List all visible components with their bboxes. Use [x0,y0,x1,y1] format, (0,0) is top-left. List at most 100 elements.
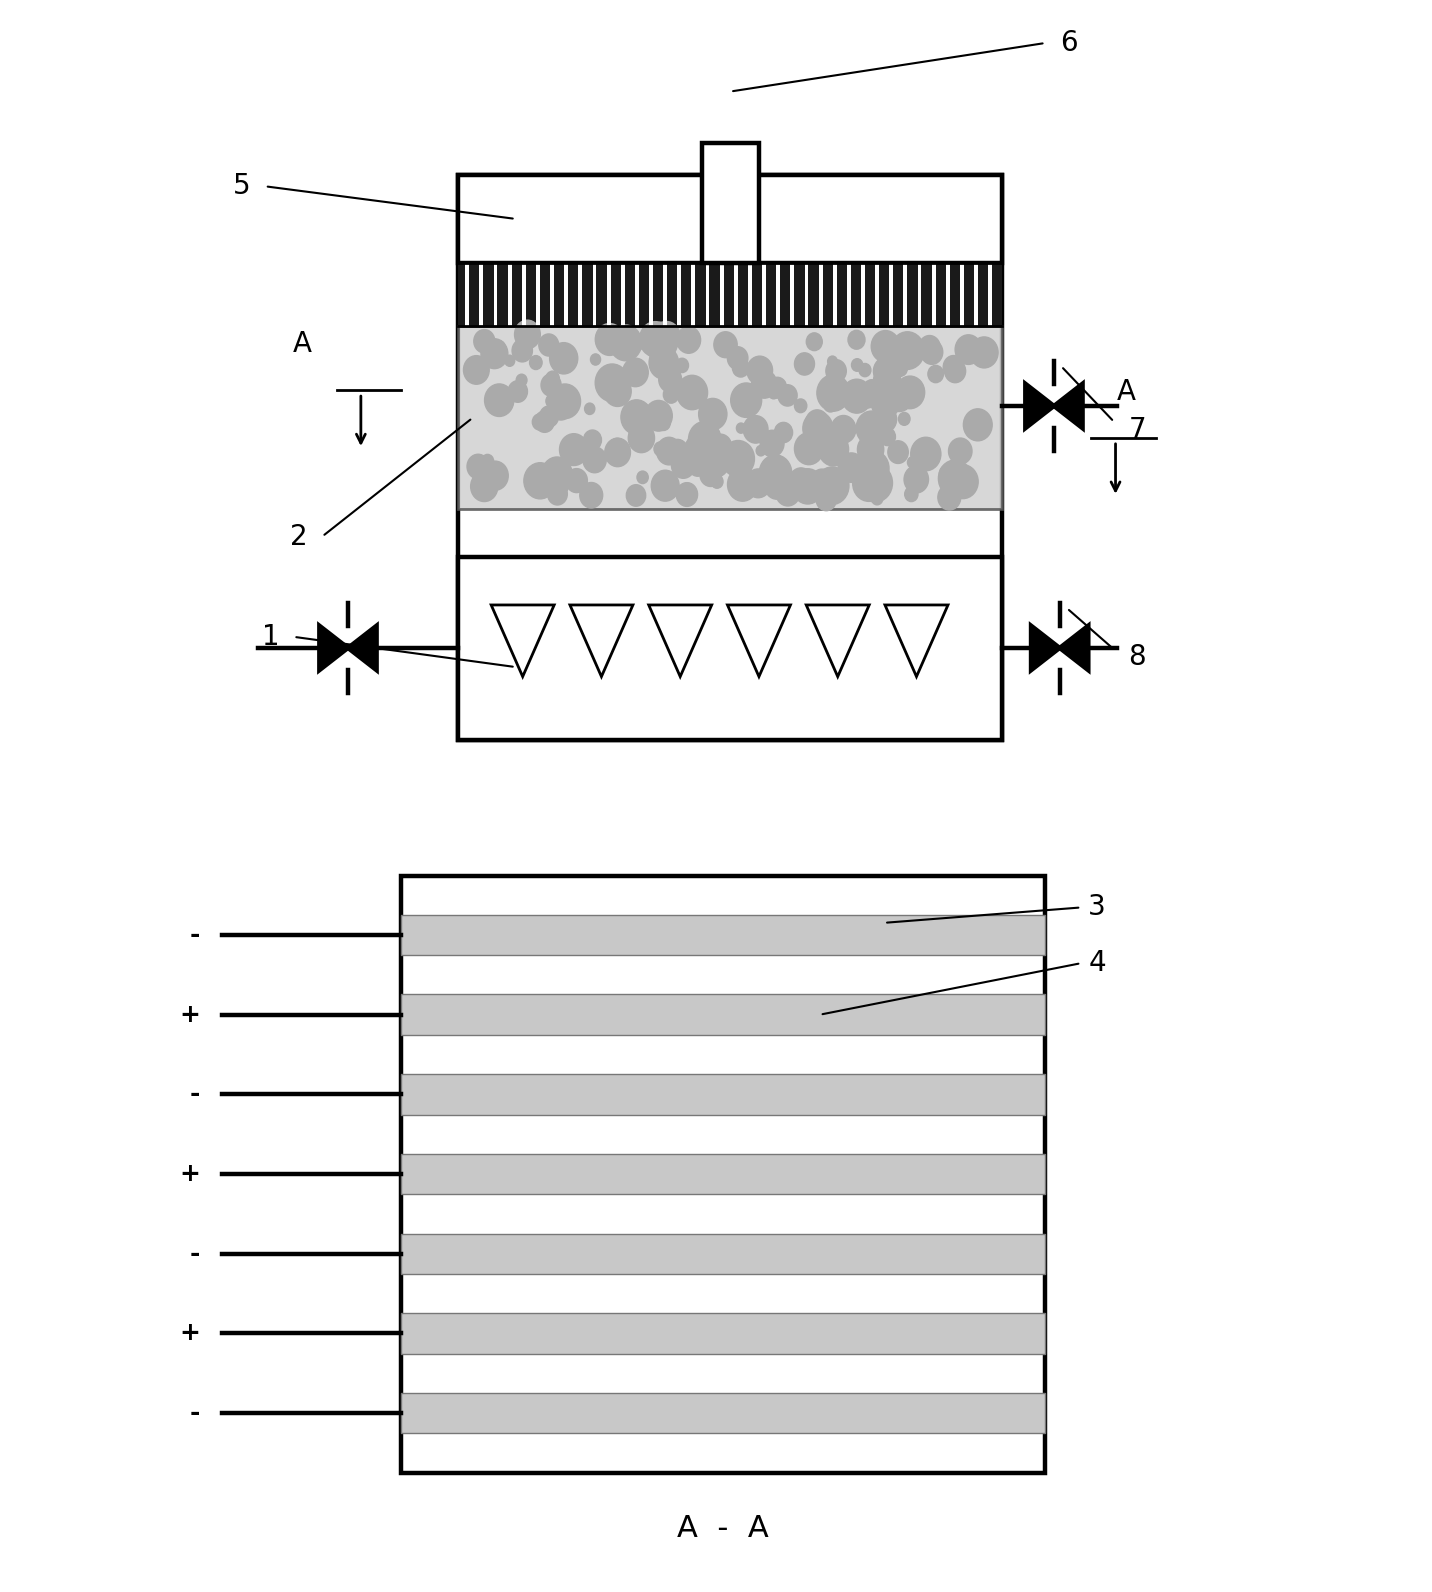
Text: 5: 5 [233,172,251,201]
Circle shape [732,358,749,377]
Circle shape [743,416,768,443]
Circle shape [629,423,654,452]
Circle shape [474,457,485,470]
Text: +: + [179,1162,200,1186]
Circle shape [856,411,886,446]
Circle shape [911,438,941,471]
Circle shape [584,403,594,414]
Circle shape [689,422,720,457]
Bar [748,263,752,326]
Circle shape [874,357,899,385]
Circle shape [583,447,606,473]
Bar [733,263,737,326]
Text: A: A [1117,377,1136,406]
Circle shape [644,401,672,431]
Circle shape [908,457,918,468]
Circle shape [536,411,554,433]
Circle shape [550,342,577,374]
Circle shape [895,376,925,409]
Bar [401,1075,1045,1114]
Circle shape [863,457,884,481]
Text: 1: 1 [262,622,279,651]
Circle shape [676,482,697,506]
Circle shape [621,400,652,435]
Circle shape [550,384,580,419]
Text: +: + [179,1321,200,1345]
Circle shape [727,468,758,501]
Circle shape [748,357,773,385]
Circle shape [656,438,682,465]
Circle shape [637,471,649,484]
Bar [593,263,596,326]
Circle shape [560,433,589,465]
Circle shape [583,430,601,451]
Circle shape [889,349,908,368]
Polygon shape [1031,626,1060,670]
Text: 6: 6 [1060,29,1077,57]
Circle shape [891,331,925,369]
Bar [401,1154,1045,1194]
Circle shape [863,380,881,400]
Circle shape [815,466,849,505]
Text: A  -  A: A - A [677,1514,769,1543]
Circle shape [596,365,629,401]
Circle shape [606,439,626,462]
Circle shape [699,398,727,430]
Bar [720,263,723,326]
Bar [819,263,822,326]
Circle shape [630,373,639,382]
Circle shape [610,438,624,452]
Circle shape [604,376,632,406]
Polygon shape [885,605,948,677]
Circle shape [566,468,587,492]
Circle shape [938,460,972,497]
Circle shape [904,466,928,494]
Circle shape [652,470,679,501]
Circle shape [898,412,911,425]
Circle shape [590,353,600,365]
Text: A: A [294,330,312,358]
Circle shape [769,387,779,400]
Bar [401,1234,1045,1274]
Circle shape [795,433,823,465]
Circle shape [629,333,644,352]
Polygon shape [348,626,377,670]
Bar [805,263,809,326]
Circle shape [540,406,558,427]
Bar [480,263,484,326]
Circle shape [643,322,677,360]
Bar [401,995,1045,1035]
Circle shape [872,492,882,505]
Circle shape [699,452,715,468]
Circle shape [508,380,527,403]
Circle shape [826,360,846,382]
Circle shape [803,412,833,446]
Circle shape [706,451,729,476]
Circle shape [727,347,748,369]
Circle shape [626,484,646,506]
Circle shape [792,468,823,505]
Circle shape [947,474,958,487]
Circle shape [874,366,901,398]
Circle shape [654,443,667,455]
Circle shape [722,441,755,478]
Polygon shape [319,626,348,670]
Circle shape [858,435,884,465]
Bar [762,263,766,326]
Bar [861,263,865,326]
Circle shape [596,323,624,355]
Circle shape [964,409,992,441]
Text: -: - [190,1083,200,1106]
Circle shape [852,465,885,501]
Circle shape [795,353,815,376]
Circle shape [730,384,762,417]
Circle shape [533,414,547,430]
Circle shape [811,470,833,494]
Circle shape [546,371,560,387]
Circle shape [677,482,696,503]
Circle shape [775,422,792,443]
Circle shape [863,466,885,492]
Circle shape [604,438,630,466]
Bar [692,263,696,326]
Circle shape [610,325,642,361]
